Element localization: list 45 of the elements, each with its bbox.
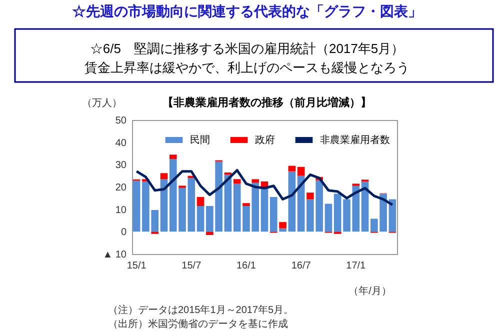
bar <box>160 179 168 232</box>
bar <box>297 166 305 176</box>
bar <box>288 166 296 172</box>
y-axis-title: （万人） <box>82 98 122 109</box>
y-tick-label: 0 <box>120 227 127 238</box>
bar <box>160 173 168 180</box>
legend-label: 政府 <box>255 134 275 146</box>
bar <box>306 192 314 200</box>
bar <box>224 174 232 232</box>
y-tick-label: 50 <box>115 116 127 126</box>
bar <box>206 232 214 236</box>
bar <box>288 171 296 232</box>
y-tick-label: ▲ 10 <box>102 250 127 260</box>
bar <box>233 184 241 232</box>
x-tick-label: 15/1 <box>126 260 147 272</box>
bar <box>252 179 260 183</box>
text: 【非農業雇用者数の推移（前月比増減）】 <box>162 96 372 109</box>
legend-label: 民間 <box>190 135 210 146</box>
x-tick-label: 15/7 <box>182 260 202 272</box>
y-tick-label: 40 <box>115 138 127 149</box>
bar <box>361 181 369 232</box>
bar <box>260 187 268 232</box>
chart-title: ☆先週の市場動向に関連する代表的な「グラフ・図表」 <box>72 3 422 19</box>
text: （出所）米国労働省のデータを基に作成 <box>108 318 288 330</box>
legend-label: 非農業雇用者数 <box>320 134 390 146</box>
x-tick-label: 16/1 <box>236 260 256 272</box>
y-tick-label: 20 <box>115 182 127 194</box>
x-tick-label: 16/7 <box>291 260 312 272</box>
bar <box>196 197 204 206</box>
bar <box>233 179 241 184</box>
bar <box>279 222 286 228</box>
y-tick-label: 30 <box>115 160 127 172</box>
bar <box>196 206 204 232</box>
bar <box>169 154 177 160</box>
line-series <box>135 169 394 206</box>
text: ☆6/5 堅調に推移する米国の雇用統計（2017年5月） <box>90 41 404 56</box>
y-tick-label: 10 <box>115 204 127 216</box>
x-tick-label: 17/1 <box>346 260 366 272</box>
bar <box>242 203 250 206</box>
text: 賃金上昇率は緩やかで、利上げのペースも緩慢となろう <box>84 60 410 75</box>
bar <box>324 204 332 232</box>
text: （注）データは2015年1月～2017年5月。 <box>108 304 294 316</box>
x-axis-title: （年/月） <box>348 285 392 297</box>
bar <box>388 199 396 232</box>
bar <box>132 180 140 232</box>
